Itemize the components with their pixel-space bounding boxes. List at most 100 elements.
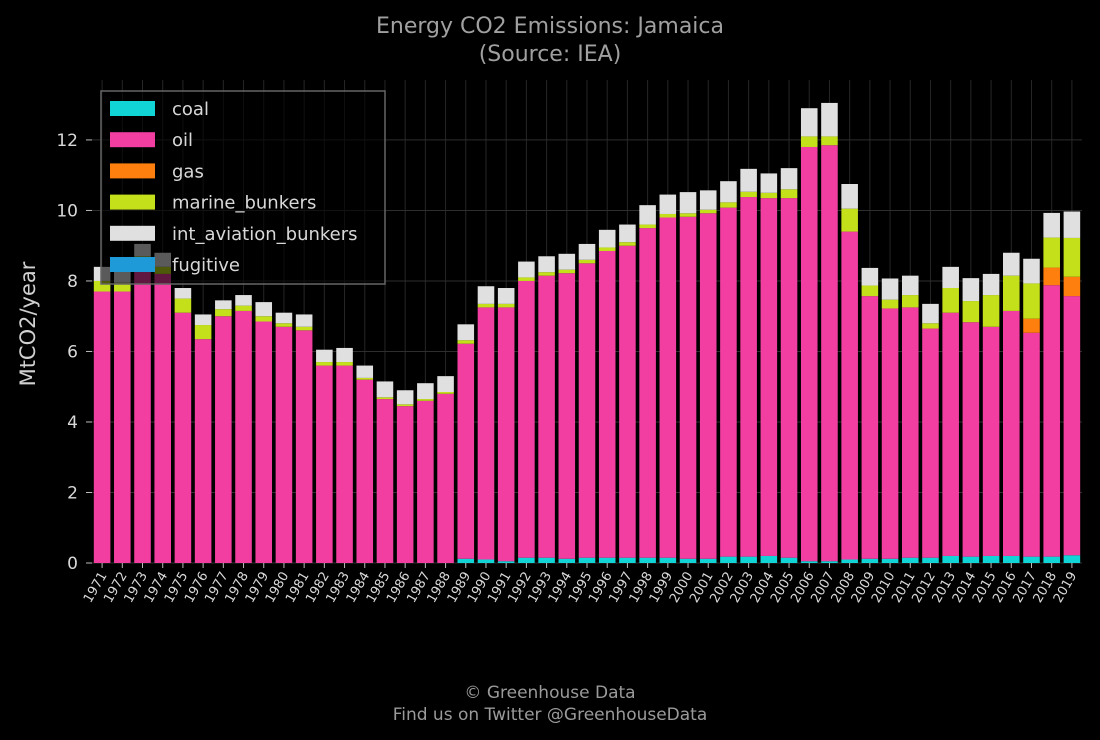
bar-marine_bunkers-2017 [1023, 283, 1040, 319]
bar-int_aviation_bunkers-2015 [982, 273, 1000, 296]
bar-int_aviation_bunkers-2000 [679, 192, 697, 214]
bar-int_aviation_bunkers-2013 [942, 266, 959, 289]
bar-int_aviation_bunkers-1976 [194, 314, 212, 326]
bar-int_aviation_bunkers-1994 [558, 253, 576, 270]
bar-int_aviation_bunkers-1998 [639, 205, 656, 225]
bar-marine_bunkers-2019 [1063, 237, 1081, 277]
bar-marine_bunkers-1981 [295, 326, 313, 331]
bar-coal-2005 [780, 557, 798, 563]
bar-oil-1971 [93, 291, 111, 563]
bar-marine_bunkers-2012 [922, 323, 939, 329]
legend-label-fugitive: fugitive [172, 255, 240, 276]
bar-oil-1998 [639, 228, 656, 558]
bar-marine_bunkers-2002 [720, 202, 737, 208]
legend-label-coal: coal [172, 99, 209, 120]
bar-oil-1979 [255, 321, 273, 563]
footer-twitter: Find us on Twitter @GreenhouseData [392, 705, 708, 725]
bar-marine_bunkers-1986 [396, 404, 414, 407]
bar-oil-2019 [1063, 296, 1081, 556]
y-tick-label: 4 [67, 413, 78, 433]
bar-int_aviation_bunkers-2018 [1043, 212, 1060, 238]
bar-gas-2017 [1023, 318, 1040, 333]
bar-oil-2002 [720, 207, 737, 557]
bar-oil-1997 [619, 245, 636, 558]
bar-int_aviation_bunkers-2017 [1023, 258, 1040, 284]
bar-marine_bunkers-1971 [93, 280, 111, 292]
bar-int_aviation_bunkers-2008 [841, 184, 858, 209]
bar-marine_bunkers-2000 [679, 213, 697, 217]
bar-oil-1977 [215, 316, 232, 563]
bar-marine_bunkers-1978 [235, 305, 252, 311]
bar-oil-2001 [699, 213, 717, 559]
bar-int_aviation_bunkers-1977 [215, 300, 232, 310]
bar-int_aviation_bunkers-1981 [295, 314, 313, 327]
y-tick-label: 10 [56, 201, 78, 221]
bar-coal-2010 [881, 558, 899, 563]
bar-oil-1992 [518, 280, 535, 558]
bar-oil-1978 [235, 310, 252, 563]
bar-oil-1984 [356, 379, 374, 563]
bar-int_aviation_bunkers-1989 [457, 324, 475, 341]
bar-int_aviation_bunkers-1983 [336, 347, 353, 363]
chart-subtitle: (Source: IEA) [478, 42, 622, 67]
bar-coal-2019 [1063, 555, 1081, 563]
bar-coal-2011 [901, 557, 919, 563]
bar-oil-2011 [901, 307, 919, 558]
bar-marine_bunkers-1985 [376, 397, 394, 400]
bar-oil-1975 [174, 312, 192, 563]
bar-marine_bunkers-2016 [1003, 275, 1020, 311]
bar-coal-1996 [598, 557, 616, 563]
legend-swatch-oil [110, 132, 155, 148]
bar-oil-2012 [922, 328, 939, 558]
bar-oil-2017 [1023, 332, 1040, 557]
bar-int_aviation_bunkers-2007 [821, 102, 838, 137]
bar-marine_bunkers-2018 [1043, 237, 1060, 268]
bar-coal-1999 [659, 557, 677, 563]
legend-swatch-fugitive [110, 257, 155, 272]
bar-int_aviation_bunkers-2001 [699, 190, 717, 210]
bar-gas-2018 [1043, 267, 1060, 286]
bar-marine_bunkers-1987 [417, 399, 434, 401]
bar-int_aviation_bunkers-1988 [437, 376, 454, 393]
bar-marine_bunkers-2001 [699, 209, 717, 214]
bar-int_aviation_bunkers-2012 [922, 303, 939, 324]
bar-int_aviation_bunkers-1978 [235, 295, 252, 306]
bar-marine_bunkers-1975 [174, 298, 192, 313]
bar-int_aviation_bunkers-2003 [740, 168, 757, 192]
bar-int_aviation_bunkers-2006 [800, 108, 818, 137]
legend-label-gas: gas [172, 161, 204, 182]
bar-oil-1996 [598, 250, 616, 558]
bar-oil-2016 [1003, 310, 1020, 556]
bar-marine_bunkers-1984 [356, 377, 374, 380]
bar-int_aviation_bunkers-2002 [720, 181, 737, 203]
bar-marine_bunkers-1994 [558, 269, 576, 274]
legend-box [100, 90, 386, 285]
y-tick-label: 2 [67, 483, 78, 503]
bar-int_aviation_bunkers-2011 [901, 275, 919, 296]
bar-int_aviation_bunkers-1987 [417, 383, 434, 400]
bar-oil-2018 [1043, 285, 1060, 557]
bar-int_aviation_bunkers-1996 [598, 229, 616, 248]
bar-coal-2006 [800, 561, 818, 563]
bar-marine_bunkers-1972 [114, 282, 131, 292]
bar-int_aviation_bunkers-1975 [174, 288, 192, 299]
bar-marine_bunkers-1979 [255, 316, 273, 322]
bar-oil-1995 [578, 263, 596, 558]
bar-coal-2003 [740, 556, 757, 563]
bar-marine_bunkers-2015 [982, 295, 1000, 327]
bar-oil-2005 [780, 198, 798, 558]
bar-int_aviation_bunkers-2019 [1063, 211, 1081, 238]
bar-marine_bunkers-2014 [962, 301, 980, 323]
bar-int_aviation_bunkers-1980 [275, 312, 293, 324]
bar-int_aviation_bunkers-1984 [356, 365, 374, 378]
bar-coal-2014 [962, 556, 980, 563]
bar-int_aviation_bunkers-2004 [760, 173, 778, 193]
bar-int_aviation_bunkers-2014 [962, 278, 980, 302]
bar-marine_bunkers-1977 [215, 309, 232, 317]
bar-coal-1997 [619, 557, 636, 563]
bar-coal-1998 [639, 557, 656, 563]
bar-coal-2001 [699, 558, 717, 563]
bar-coal-1991 [497, 561, 515, 563]
bar-oil-1989 [457, 343, 475, 559]
